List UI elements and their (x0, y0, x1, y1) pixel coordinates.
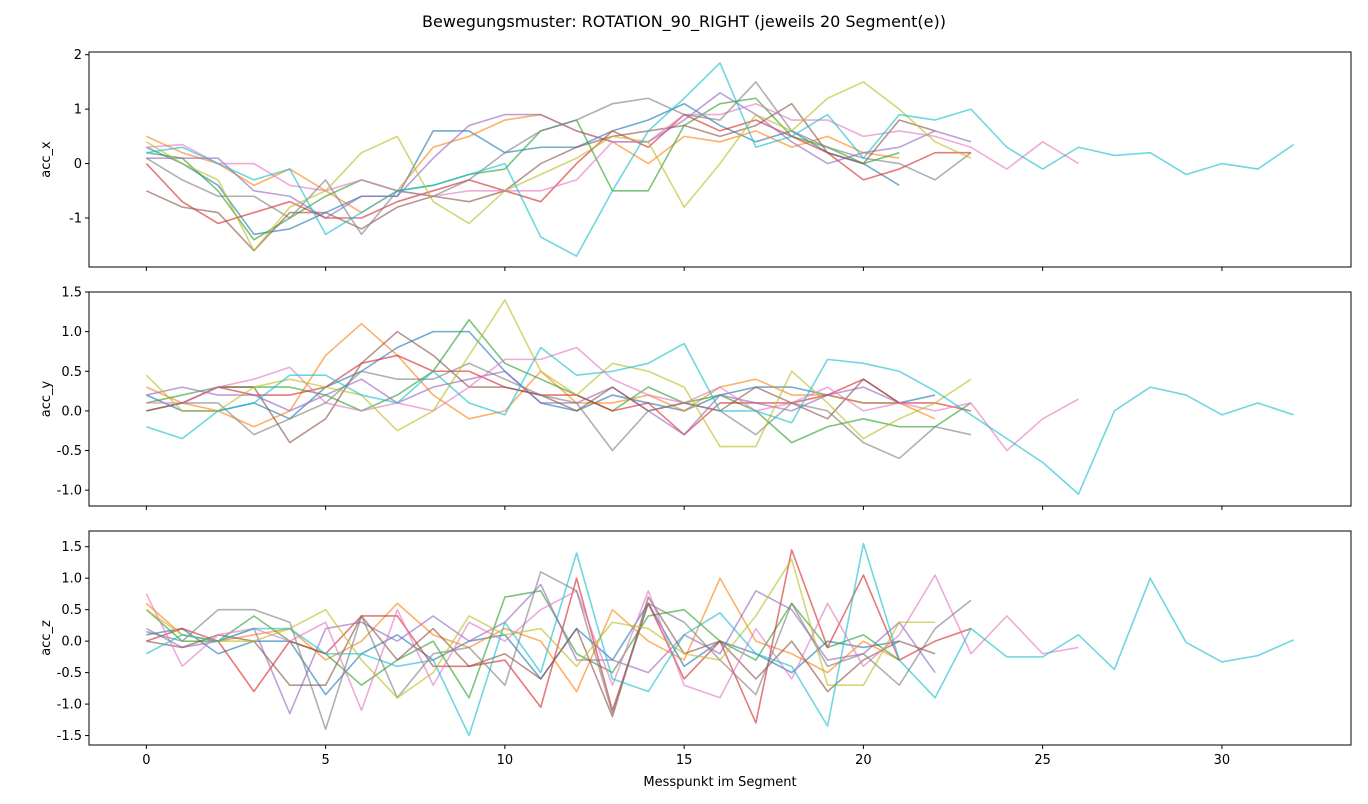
axes-frame-acc_z (88, 530, 1352, 746)
series-line-acc_x-9 (146, 62, 1295, 257)
x-tick-label: 5 (321, 753, 329, 768)
series-line-acc_z-6 (145, 574, 1079, 712)
series-line-acc_y-9 (146, 342, 1294, 495)
y-tick-label: 2 (74, 48, 82, 63)
series-line-acc_y-5 (146, 330, 900, 444)
y-tick-label: -1.0 (57, 484, 82, 499)
y-tick-label: 0 (74, 157, 82, 172)
y-axis-label-acc_x: acc_x (39, 141, 54, 178)
series-line-acc_z-7 (146, 571, 972, 731)
subplot-acc_z: -1.5 -1.0 -0.5 0.0 0.5 1.0 1.5 0 5 10 15 20 25 30 acc_… (39, 530, 1352, 768)
x-tick-label: 20 (855, 753, 872, 768)
axes-frame-acc_x (88, 51, 1352, 268)
y-axis-label-acc_y: acc_y (39, 380, 54, 417)
y-tick-label: 1.0 (61, 572, 82, 587)
series-line-acc_x-4 (146, 92, 972, 219)
y-tick-label: -0.5 (57, 666, 82, 681)
x-tick-label: 0 (142, 753, 150, 768)
x-tick-label: 25 (1034, 753, 1051, 768)
figure-title: Bewegungsmuster: ROTATION_90_RIGHT (jewe… (422, 12, 946, 31)
series-line-acc_z-0 (146, 602, 900, 696)
series-line-acc_z-9 (145, 542, 1294, 737)
series-line-acc_x-1 (146, 113, 900, 214)
y-tick-label: -1.0 (57, 698, 82, 713)
series-line-acc_y-2 (146, 318, 972, 444)
x-tick-label: 15 (676, 753, 693, 768)
y-tick-label: 1.0 (61, 325, 82, 340)
subplot-acc_x: -1 0 1 2 acc_x (39, 48, 1352, 271)
series-line-acc_z-3 (146, 549, 972, 724)
x-axis-label: Messpunkt im Segment (643, 775, 796, 790)
series-line-acc_x-8 (145, 81, 972, 252)
y-tick-label: 0.5 (61, 365, 82, 380)
y-tick-label: -0.5 (57, 444, 82, 459)
series-line-acc_x-6 (146, 102, 1079, 198)
x-tick-label: 10 (497, 753, 514, 768)
series-line-acc_z-4 (145, 583, 936, 715)
y-tick-label: 1.5 (61, 286, 82, 301)
axes-frame-acc_y (88, 291, 1352, 507)
y-tick-label: 0.0 (61, 635, 82, 650)
subplot-acc_y: -1.0 -0.5 0.0 0.5 1.0 1.5 acc_y (39, 286, 1352, 510)
series-line-acc_x-2 (146, 97, 900, 241)
x-tick-label: 30 (1214, 753, 1231, 768)
y-tick-label: -1.5 (57, 729, 82, 744)
series-line-acc_z-5 (146, 596, 936, 718)
series-line-acc_z-1 (145, 577, 900, 693)
y-tick-label: 1 (74, 103, 82, 118)
y-tick-label: 1.5 (61, 540, 82, 555)
series-line-acc_z-8 (145, 558, 936, 699)
y-tick-label: 0.5 (61, 603, 82, 618)
y-axis-label-acc_z: acc_z (39, 620, 54, 656)
series-line-acc_y-7 (146, 362, 972, 460)
y-tick-label: -1 (69, 212, 82, 227)
series-line-acc_x-3 (145, 113, 971, 225)
series-line-acc_y-3 (146, 354, 972, 436)
y-tick-label: 0.0 (61, 404, 82, 419)
